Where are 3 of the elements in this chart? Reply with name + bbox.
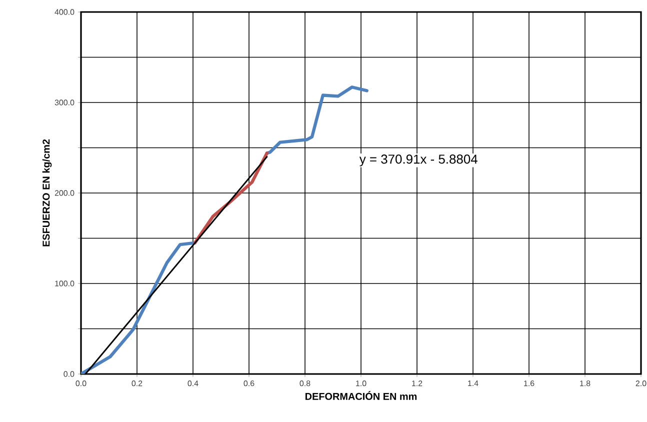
x-axis-title: DEFORMACIÓN EN mm	[305, 391, 417, 400]
y-axis-title: ESFUERZO EN kg/cm2	[42, 139, 52, 246]
annotation: y = 370.91x - 5.8804	[359, 154, 478, 166]
